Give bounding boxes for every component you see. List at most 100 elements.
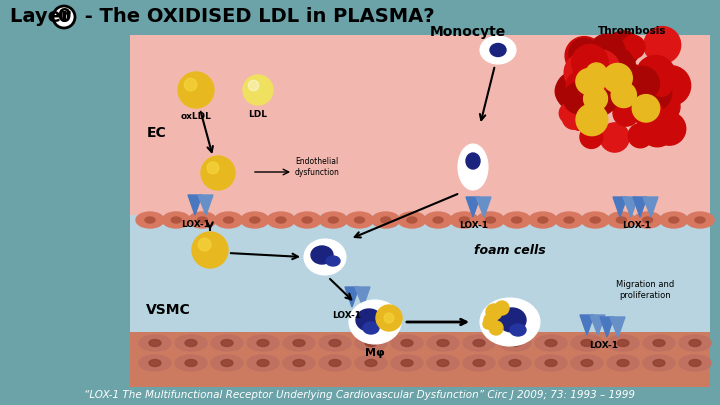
Text: LOX-1: LOX-1 <box>459 221 488 230</box>
Circle shape <box>384 313 394 323</box>
Ellipse shape <box>634 212 662 228</box>
Circle shape <box>201 156 235 190</box>
Polygon shape <box>198 195 213 215</box>
Circle shape <box>651 75 672 96</box>
Polygon shape <box>580 315 594 335</box>
Ellipse shape <box>283 355 315 371</box>
Ellipse shape <box>437 339 449 347</box>
Polygon shape <box>610 317 625 337</box>
Circle shape <box>584 87 608 111</box>
Ellipse shape <box>372 212 400 228</box>
Circle shape <box>567 71 595 100</box>
Text: “LOX-1 The Multifunctional Receptor Underlying Cardiovascular Dysfunction” Circ : “LOX-1 The Multifunctional Receptor Unde… <box>84 390 636 400</box>
Ellipse shape <box>427 355 459 371</box>
Ellipse shape <box>401 339 413 347</box>
Ellipse shape <box>149 360 161 367</box>
Ellipse shape <box>424 212 452 228</box>
Ellipse shape <box>175 355 207 371</box>
Ellipse shape <box>509 360 521 367</box>
Circle shape <box>613 100 639 126</box>
Text: LDL: LDL <box>248 110 268 119</box>
Ellipse shape <box>326 256 340 266</box>
Circle shape <box>563 82 595 114</box>
Ellipse shape <box>398 212 426 228</box>
Polygon shape <box>466 197 480 217</box>
Ellipse shape <box>171 217 181 223</box>
Text: VSMC: VSMC <box>145 303 190 317</box>
Circle shape <box>621 64 644 88</box>
Ellipse shape <box>185 339 197 347</box>
Circle shape <box>632 95 660 122</box>
Circle shape <box>580 68 606 94</box>
Circle shape <box>621 87 653 119</box>
Ellipse shape <box>401 360 413 367</box>
Circle shape <box>628 124 652 148</box>
Ellipse shape <box>607 335 639 351</box>
Ellipse shape <box>293 212 321 228</box>
Circle shape <box>564 53 603 92</box>
Ellipse shape <box>354 217 364 223</box>
Circle shape <box>484 314 496 326</box>
Ellipse shape <box>679 355 711 371</box>
Ellipse shape <box>643 355 675 371</box>
Circle shape <box>565 36 603 75</box>
Circle shape <box>649 70 680 102</box>
Ellipse shape <box>689 339 701 347</box>
Circle shape <box>647 90 680 123</box>
Ellipse shape <box>319 355 351 371</box>
Circle shape <box>555 77 583 105</box>
Circle shape <box>594 62 621 90</box>
Circle shape <box>586 63 607 84</box>
Circle shape <box>659 85 680 105</box>
Ellipse shape <box>653 360 665 367</box>
Ellipse shape <box>355 335 387 351</box>
Ellipse shape <box>689 360 701 367</box>
Ellipse shape <box>346 212 374 228</box>
Circle shape <box>616 106 636 125</box>
Ellipse shape <box>215 212 243 228</box>
Ellipse shape <box>686 212 714 228</box>
Ellipse shape <box>257 360 269 367</box>
FancyBboxPatch shape <box>130 332 710 387</box>
Ellipse shape <box>477 212 505 228</box>
Ellipse shape <box>529 212 557 228</box>
Ellipse shape <box>185 360 197 367</box>
Ellipse shape <box>136 212 164 228</box>
Ellipse shape <box>608 212 636 228</box>
Circle shape <box>585 43 601 60</box>
Text: EC: EC <box>147 126 167 140</box>
Circle shape <box>634 98 663 127</box>
Text: - The OXIDISED LDL in PLASMA?: - The OXIDISED LDL in PLASMA? <box>78 8 435 26</box>
Circle shape <box>572 45 608 81</box>
Polygon shape <box>623 197 638 217</box>
Ellipse shape <box>197 217 207 223</box>
Ellipse shape <box>617 360 629 367</box>
Ellipse shape <box>145 217 155 223</box>
Circle shape <box>608 81 636 109</box>
Ellipse shape <box>499 355 531 371</box>
Ellipse shape <box>607 355 639 371</box>
Circle shape <box>559 103 580 124</box>
Ellipse shape <box>427 335 459 351</box>
Ellipse shape <box>509 339 521 347</box>
Ellipse shape <box>320 212 347 228</box>
Ellipse shape <box>653 339 665 347</box>
Circle shape <box>595 47 634 87</box>
Ellipse shape <box>329 360 341 367</box>
Ellipse shape <box>356 309 382 331</box>
Circle shape <box>198 238 211 251</box>
Circle shape <box>589 34 625 70</box>
Ellipse shape <box>149 339 161 347</box>
Polygon shape <box>633 197 647 217</box>
Ellipse shape <box>224 217 233 223</box>
Circle shape <box>576 68 602 94</box>
Ellipse shape <box>538 217 548 223</box>
Ellipse shape <box>240 212 269 228</box>
Ellipse shape <box>545 360 557 367</box>
Circle shape <box>613 68 633 88</box>
Circle shape <box>566 81 583 99</box>
Text: Layer: Layer <box>10 8 77 26</box>
Text: Mφ: Mφ <box>365 348 385 358</box>
Ellipse shape <box>407 217 417 223</box>
Circle shape <box>53 6 75 28</box>
